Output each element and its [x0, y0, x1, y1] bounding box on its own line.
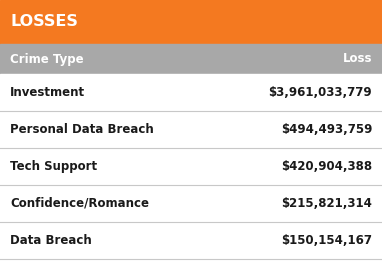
Text: $150,154,167: $150,154,167 — [281, 234, 372, 247]
Text: $494,493,759: $494,493,759 — [281, 123, 372, 136]
Text: Confidence/Romance: Confidence/Romance — [10, 197, 149, 210]
Bar — [0, 0, 382, 44]
Text: Investment: Investment — [10, 86, 85, 99]
Bar — [0, 111, 382, 148]
Text: Crime Type: Crime Type — [10, 52, 84, 66]
Bar — [0, 148, 382, 185]
Text: Data Breach: Data Breach — [10, 234, 92, 247]
Bar — [0, 74, 382, 111]
Text: $420,904,388: $420,904,388 — [281, 160, 372, 173]
Bar — [0, 185, 382, 222]
Bar — [0, 44, 382, 74]
Bar — [0, 222, 382, 259]
Text: $215,821,314: $215,821,314 — [281, 197, 372, 210]
Text: Loss: Loss — [343, 52, 372, 66]
Text: Tech Support: Tech Support — [10, 160, 97, 173]
Text: Personal Data Breach: Personal Data Breach — [10, 123, 154, 136]
Text: $3,961,033,779: $3,961,033,779 — [269, 86, 372, 99]
Text: LOSSES: LOSSES — [10, 14, 78, 30]
